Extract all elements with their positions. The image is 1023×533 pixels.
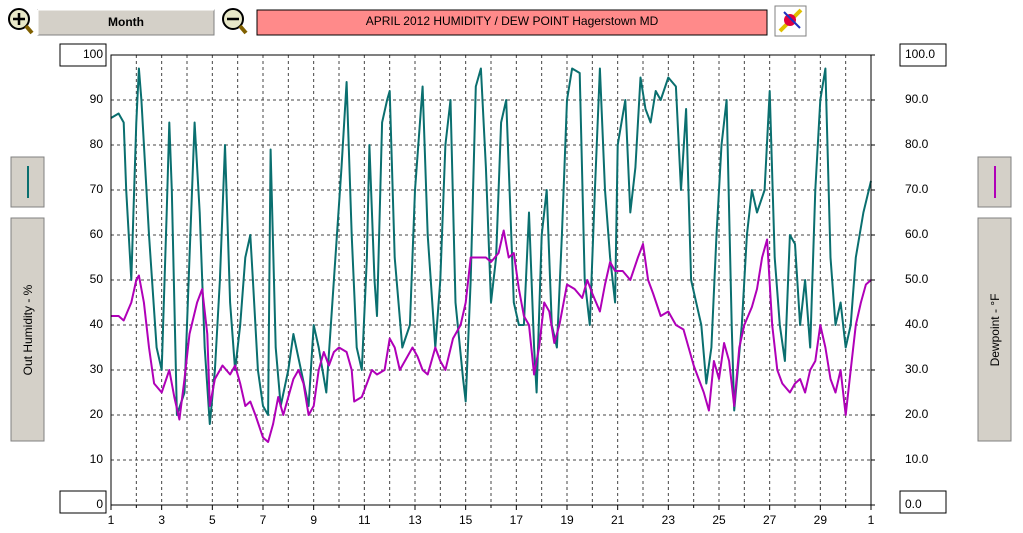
- x-tick-label: 21: [611, 513, 625, 527]
- x-tick-label: 5: [209, 513, 216, 527]
- y-tick-label: 20: [90, 407, 104, 421]
- y2-min-box: [899, 490, 947, 514]
- x-tick-label: 1: [868, 513, 875, 527]
- humidity-axis-button[interactable]: Out Humidity - %: [10, 217, 45, 442]
- y2-tick-label: 0.0: [905, 497, 922, 511]
- x-tick-label: 23: [662, 513, 676, 527]
- clear-button[interactable]: [774, 5, 807, 37]
- y2-tick-label: 20.0: [905, 407, 929, 421]
- y2-tick-label: 40.0: [905, 317, 929, 331]
- y2-axis-label: Dewpoint - °F: [988, 294, 1002, 367]
- y-tick-label: 50: [90, 272, 104, 286]
- y-axis-label: Out Humidity - %: [21, 284, 35, 375]
- y2-tick-label: 30.0: [905, 362, 929, 376]
- y-tick-label: 0: [96, 497, 103, 511]
- y2-tick-label: 60.0: [905, 227, 929, 241]
- y2-tick-label: 70.0: [905, 182, 929, 196]
- y2-tick-label: 50.0: [905, 272, 929, 286]
- title-box: [256, 9, 768, 36]
- y-tick-label: 80: [90, 137, 104, 151]
- y2-max-box: [899, 43, 947, 67]
- x-tick-label: 11: [358, 513, 371, 527]
- dewpoint-legend-button[interactable]: [977, 156, 1012, 208]
- x-tick-label: 9: [310, 513, 317, 527]
- x-tick-label: 1: [108, 513, 115, 527]
- humidity-legend-button[interactable]: [10, 156, 45, 208]
- zoom-out-button[interactable]: [222, 8, 248, 35]
- data-line: [111, 229, 872, 443]
- y2-tick-label: 10.0: [905, 452, 929, 466]
- y2-tick-label: 90.0: [905, 92, 929, 106]
- x-tick-label: 27: [763, 513, 777, 527]
- dewpoint-axis-button[interactable]: Dewpoint - °F: [977, 217, 1012, 442]
- zoom-in-button[interactable]: [8, 8, 34, 35]
- y-max-box: [59, 43, 107, 67]
- y-tick-label: 90: [90, 92, 104, 106]
- y-tick-label: 40: [90, 317, 104, 331]
- y-tick-label: 60: [90, 227, 104, 241]
- y2-tick-label: 80.0: [905, 137, 929, 151]
- x-tick-label: 7: [260, 513, 267, 527]
- y-min-box: [59, 490, 107, 514]
- x-tick-label: 3: [158, 513, 165, 527]
- y-tick-label: 100: [83, 47, 103, 61]
- x-tick-label: 15: [459, 513, 473, 527]
- x-tick-label: 25: [712, 513, 726, 527]
- y-tick-label: 70: [90, 182, 104, 196]
- x-tick-label: 19: [560, 513, 574, 527]
- x-tick-label: 29: [814, 513, 828, 527]
- period-button[interactable]: Month: [37, 9, 215, 36]
- x-tick-label: 17: [510, 513, 524, 527]
- chart-title: APRIL 2012 HUMIDITY / DEW POINT Hagersto…: [366, 14, 659, 28]
- x-tick-label: 13: [408, 513, 422, 527]
- y-tick-label: 30: [90, 362, 104, 376]
- period-label: Month: [108, 15, 144, 29]
- y-tick-label: 10: [90, 452, 104, 466]
- y2-tick-label: 100.0: [905, 47, 935, 61]
